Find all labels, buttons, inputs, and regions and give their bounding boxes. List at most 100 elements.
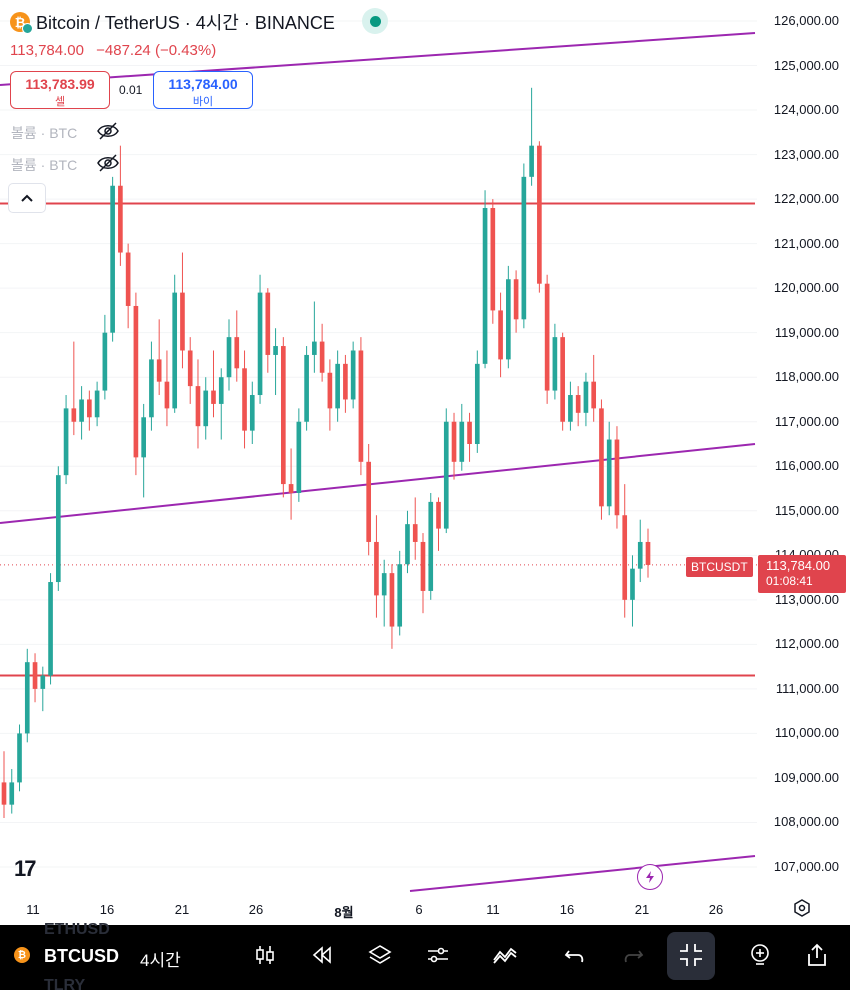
candle-type-icon[interactable]	[252, 942, 278, 968]
candle	[32, 653, 38, 703]
candle	[420, 533, 426, 614]
spread-value: 0.01	[119, 83, 143, 97]
candle	[17, 724, 22, 792]
price-axis-label: 110,000.00	[774, 725, 839, 741]
share-icon[interactable]	[804, 942, 830, 968]
time-axis-label: 21	[634, 902, 650, 917]
lightning-icon	[646, 871, 654, 883]
price-axis-label: 123,000.00	[773, 146, 839, 162]
candle	[529, 87, 534, 186]
lightning-button[interactable]	[637, 864, 663, 890]
candle	[482, 190, 488, 369]
channel-bottom-line	[409, 855, 756, 892]
candle	[273, 328, 278, 396]
price-chart[interactable]	[0, 0, 850, 925]
symbol-button[interactable]: BTCUSD	[44, 946, 119, 966]
price-axis-label: 117,000.00	[774, 413, 839, 429]
candle	[575, 386, 581, 427]
candle	[141, 403, 146, 498]
candle	[79, 386, 84, 440]
candle	[474, 350, 480, 453]
candle	[87, 390, 92, 431]
candle	[187, 337, 193, 404]
candle	[459, 403, 465, 471]
candle	[614, 426, 620, 529]
compare-icon[interactable]	[492, 942, 518, 968]
price-axis-label: 108,000.00	[773, 814, 839, 830]
candle	[9, 769, 15, 814]
candle	[304, 346, 309, 431]
fullscreen-exit-button[interactable]	[667, 932, 715, 980]
time-axis-label: 16	[99, 902, 115, 917]
chevron-up-icon	[21, 194, 33, 202]
sell-price: 113,783.99	[25, 76, 95, 92]
price-axis-label: 109,000.00	[773, 769, 839, 785]
candle	[149, 341, 154, 431]
last-price: 113,784.00	[10, 42, 84, 59]
candle	[102, 314, 108, 400]
eye-off-icon[interactable]	[96, 121, 120, 141]
candle	[622, 484, 628, 618]
fullscreen-exit-icon[interactable]	[678, 942, 704, 968]
price-change: −487.24 (−0.43%)	[96, 42, 217, 59]
replay-icon[interactable]	[309, 942, 335, 968]
price-axis-label: 122,000.00	[773, 191, 839, 207]
eye-off-icon[interactable]	[96, 153, 120, 173]
symbol-title[interactable]: Bitcoin / TetherUS · 4시간 · BINANCE	[36, 13, 335, 33]
symbol-price-tag: BTCUSDT	[686, 557, 753, 577]
candle	[125, 243, 131, 329]
candle-series	[1, 87, 651, 819]
candle	[319, 323, 325, 382]
candle	[583, 372, 589, 427]
candle	[312, 301, 317, 373]
candle	[467, 412, 472, 462]
candle	[133, 292, 139, 476]
collapse-button[interactable]	[8, 183, 46, 213]
candle	[24, 648, 30, 743]
indicator-label[interactable]: 볼륨 · BTC	[11, 157, 78, 173]
candle	[498, 292, 503, 378]
interval-button[interactable]: 4시간	[140, 951, 181, 970]
candle	[234, 310, 240, 382]
price-axis-label: 121,000.00	[773, 235, 839, 251]
candle	[211, 350, 216, 418]
candle	[71, 341, 77, 436]
candle	[335, 350, 340, 422]
sell-button[interactable]: 113,783.99 셀	[10, 71, 110, 109]
time-axis-label: 8월	[334, 905, 354, 920]
indicator-label[interactable]: 볼륨 · BTC	[11, 125, 78, 141]
settings-icon[interactable]	[793, 899, 811, 917]
price-axis-label: 125,000.00	[773, 57, 839, 73]
candle	[55, 466, 61, 591]
candle	[358, 337, 364, 476]
candle	[443, 408, 449, 534]
candle	[172, 274, 178, 413]
candle	[296, 408, 302, 502]
idea-icon[interactable]	[747, 942, 773, 968]
price-axis-label: 120,000.00	[773, 280, 839, 296]
candle	[451, 412, 457, 480]
candle	[226, 319, 232, 391]
buy-label: 바이	[192, 96, 214, 108]
sell-label: 셀	[54, 96, 66, 108]
candle	[490, 199, 496, 324]
buy-button[interactable]: 113,784.00 바이	[153, 71, 253, 109]
candle	[397, 550, 403, 636]
time-axis-label: 26	[708, 902, 724, 917]
market-open-indicator	[362, 8, 388, 34]
candle	[242, 350, 247, 449]
candle	[568, 381, 573, 431]
time-axis-label: 6	[415, 902, 423, 917]
candle	[156, 319, 162, 396]
candle	[343, 354, 348, 413]
price-axis-label: 112,000.00	[774, 636, 839, 652]
time-axis-label: 21	[174, 902, 190, 917]
current-price-value: 113,784.00	[766, 558, 831, 573]
bitcoin-icon: ₿	[10, 12, 33, 34]
redo-icon[interactable]	[620, 942, 646, 968]
layers-icon[interactable]	[367, 942, 393, 968]
candle	[513, 270, 519, 333]
undo-icon[interactable]	[562, 942, 588, 968]
chart-header[interactable]: ₿ Bitcoin / TetherUS · 4시간 · BINANCE	[10, 9, 335, 35]
indicators-settings-icon[interactable]	[425, 942, 451, 968]
